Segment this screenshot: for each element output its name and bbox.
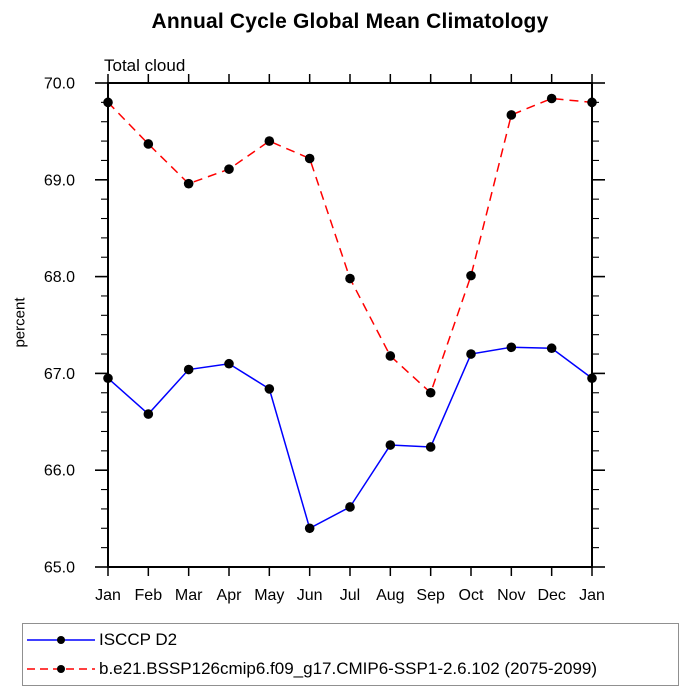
chart-title: Annual Cycle Global Mean Climatology [151, 10, 549, 33]
y-tick-label: 68.0 [44, 269, 75, 286]
x-tick-label: Sep [416, 587, 445, 604]
chart-subtitle: Total cloud [104, 56, 186, 75]
legend-label-obs: ISCCP D2 [99, 629, 178, 649]
data-point [425, 442, 436, 452]
x-tick-label: Jul [340, 587, 360, 604]
chart-canvas: Jan Feb Mar Apr May Jun Jul Aug Sep Oct Nov Dec Jan 6… [44, 74, 605, 604]
x-tick-label: May [254, 587, 284, 604]
data-point [546, 93, 557, 104]
data-point [466, 349, 476, 359]
data-point [264, 136, 275, 146]
y-tick-label: 65.0 [44, 560, 75, 577]
x-tick-label: Nov [497, 587, 525, 604]
y-tick-label: 69.0 [44, 172, 75, 189]
x-tick-label: Dec [537, 587, 565, 604]
data-point [304, 153, 315, 164]
data-point [264, 384, 275, 394]
series-line-1 [107, 97, 593, 395]
legend-line-sample-dashed [27, 665, 95, 674]
x-tick-label: Jan [579, 587, 605, 604]
data-point [224, 358, 234, 369]
data-point [345, 273, 355, 284]
data-point [587, 97, 597, 108]
y-tick-label: 70.0 [44, 76, 75, 93]
axis-box [107, 82, 593, 568]
data-point [587, 373, 597, 384]
data-point [304, 523, 315, 534]
y-tick-label: 66.0 [44, 463, 75, 480]
data-point [385, 440, 396, 450]
x-tick-label: Jan [95, 587, 121, 604]
legend-label-model: b.e21.BSSP126cmip6.f09_g17.CMIP6-SSP1-2.… [99, 659, 598, 679]
data-point [385, 351, 396, 361]
data-point [183, 364, 194, 375]
legend-line-sample-solid [27, 635, 95, 644]
x-tick-label: Oct [459, 587, 484, 604]
data-point [546, 343, 557, 354]
data-point [143, 139, 154, 149]
y-tick-label: 67.0 [44, 366, 75, 383]
data-point [506, 110, 517, 120]
data-point [103, 373, 113, 384]
data-point [103, 97, 113, 108]
data-point [466, 270, 476, 281]
legend-item-model: b.e21.BSSP126cmip6.f09_g17.CMIP6-SSP1-2.… [23, 655, 678, 683]
x-tick-label: Jun [297, 587, 323, 604]
data-point [425, 387, 436, 398]
data-point [183, 178, 194, 189]
legend-box: ISCCP D2 b.e21.BSSP126cmip6.f09_g17.CMIP… [22, 623, 679, 686]
x-tick-label: Aug [376, 587, 404, 604]
data-point [224, 164, 234, 174]
x-tick-label: Feb [135, 587, 163, 604]
legend-item-obs: ISCCP D2 [23, 626, 678, 654]
data-point [345, 502, 355, 512]
data-point [143, 409, 154, 419]
data-point [506, 342, 517, 353]
x-tick-label: Apr [217, 587, 243, 604]
legend-marker-dot [57, 635, 65, 644]
x-tick-label: Mar [175, 587, 203, 604]
series-line-0 [107, 346, 593, 530]
legend-marker-dot [57, 665, 65, 674]
